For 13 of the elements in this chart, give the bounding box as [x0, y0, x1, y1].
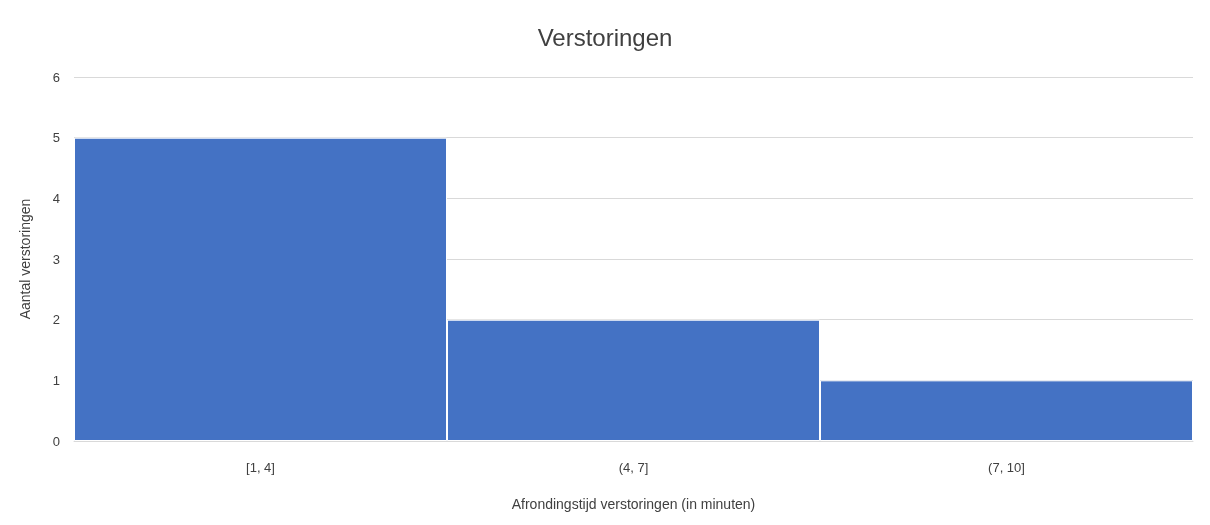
y-tick-label: 0	[52, 433, 60, 449]
x-tick-label: [1, 4]	[246, 460, 275, 475]
y-tick-label: 2	[52, 312, 60, 328]
y-tick-label: 6	[52, 69, 60, 85]
chart-title: Verstoringen	[537, 23, 673, 51]
x-tick-label: (4, 7]	[618, 460, 649, 475]
x-axis-title: Afrondingstijd verstoringen (in minuten)	[511, 496, 756, 512]
y-tick-label: 1	[52, 372, 60, 388]
y-tick-label: 5	[52, 130, 60, 146]
y-tick-label: 3	[52, 251, 60, 267]
y-tick-label: 4	[52, 190, 60, 206]
y-axis-title: Aantal verstoringen	[17, 198, 33, 320]
x-tick-label: (7, 10]	[988, 460, 1025, 475]
